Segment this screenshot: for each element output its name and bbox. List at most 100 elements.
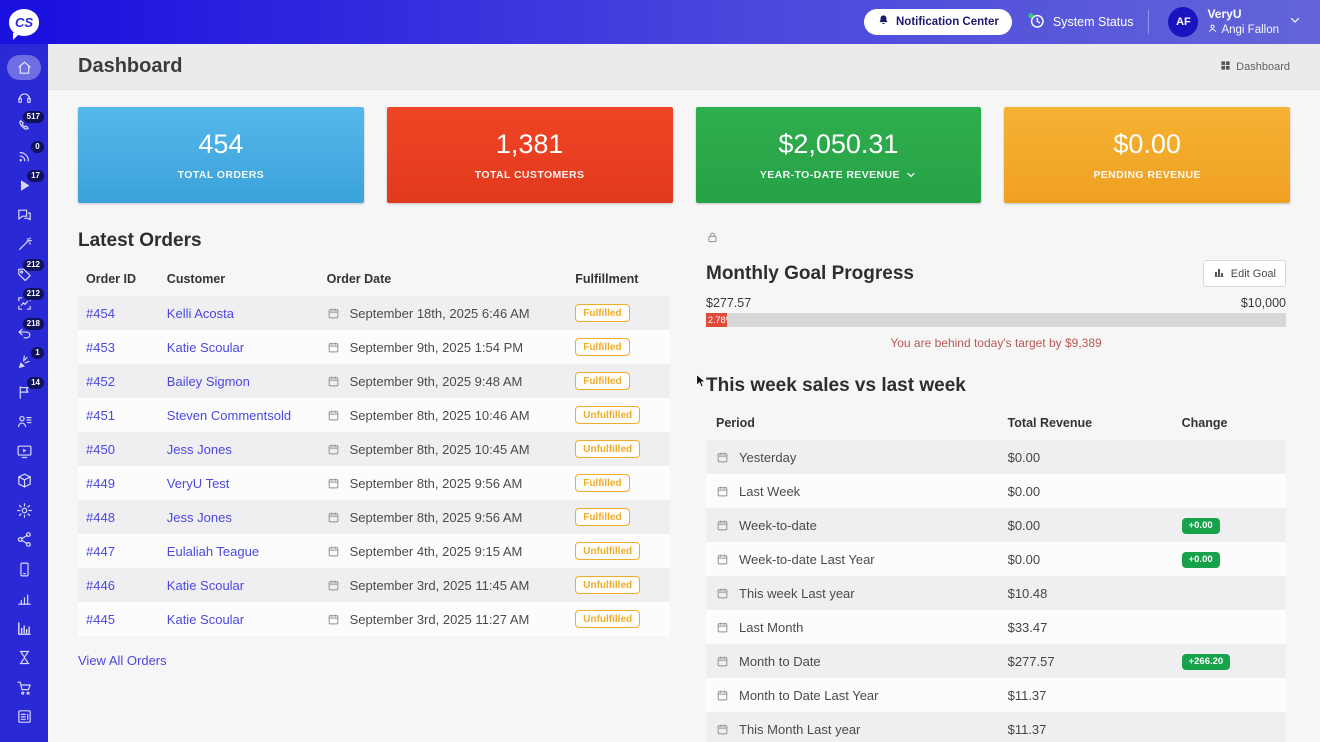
system-status-label: System Status xyxy=(1052,15,1134,29)
stat-card[interactable]: $0.00 PENDING REVENUE xyxy=(1004,107,1290,203)
person-icon xyxy=(1207,23,1218,37)
edit-goal-button[interactable]: Edit Goal xyxy=(1202,260,1286,287)
order-row[interactable]: #446 Katie Scoular September 3rd, 2025 1… xyxy=(78,568,670,602)
week-sales-table: Period Total Revenue Change Yesterday $0… xyxy=(706,409,1286,742)
bar-chart-icon xyxy=(1213,266,1225,281)
sidebar-item-broadcast[interactable]: 0 xyxy=(5,140,44,172)
app-logo[interactable]: CS xyxy=(0,0,48,44)
order-row[interactable]: #450 Jess Jones September 8th, 2025 10:4… xyxy=(78,432,670,466)
sidebar-item-cart[interactable] xyxy=(5,673,43,703)
sidebar-item-media[interactable] xyxy=(5,437,43,467)
sidebar-item-integrations[interactable] xyxy=(5,525,43,555)
calendar-icon xyxy=(716,689,729,702)
order-id-link[interactable]: #452 xyxy=(86,373,115,389)
order-date: September 8th, 2025 9:56 AM xyxy=(349,475,523,491)
change-badge: +0.00 xyxy=(1181,551,1220,568)
sidebar-item-returns[interactable]: 218 xyxy=(5,317,44,349)
people-list-icon xyxy=(16,413,33,430)
revenue-value: $11.37 xyxy=(1007,687,1047,703)
customer-link[interactable]: Kelli Acosta xyxy=(166,305,234,321)
sidebar-item-promotions[interactable]: 1 xyxy=(5,347,44,378)
customer-link[interactable]: Katie Scoular xyxy=(166,611,245,627)
goal-progress-bar: 2.78% xyxy=(706,313,1286,327)
order-row[interactable]: #448 Jess Jones September 8th, 2025 9:56… xyxy=(78,500,670,534)
customer-link[interactable]: Bailey Sigmon xyxy=(166,373,250,389)
view-all-orders-link[interactable]: View All Orders xyxy=(78,653,167,668)
home-icon xyxy=(16,59,33,76)
stat-card[interactable]: $2,050.31 YEAR-TO-DATE REVENUE xyxy=(695,107,982,203)
revenue-value: $0.00 xyxy=(1007,483,1041,499)
order-id-link[interactable]: #445 xyxy=(86,611,115,627)
sidebar-item-settings[interactable] xyxy=(5,496,43,526)
system-status-icon xyxy=(1027,11,1046,33)
order-row[interactable]: #449 VeryU Test September 8th, 2025 9:56… xyxy=(78,466,670,500)
customer-link[interactable]: Steven Commentsold xyxy=(166,407,292,423)
change-badge: +0.00 xyxy=(1181,517,1220,534)
calendar-icon xyxy=(716,553,729,566)
order-row[interactable]: #453 Katie Scoular September 9th, 2025 1… xyxy=(78,330,670,364)
sidebar-item-products[interactable] xyxy=(5,466,43,496)
order-id-link[interactable]: #447 xyxy=(86,543,115,559)
calendar-icon xyxy=(327,375,340,388)
order-id-link[interactable]: #451 xyxy=(86,407,115,423)
stat-value: 1,381 xyxy=(495,129,564,159)
order-row[interactable]: #454 Kelli Acosta September 18th, 2025 6… xyxy=(78,296,670,330)
sidebar-item-history[interactable] xyxy=(5,643,43,673)
order-id-link[interactable]: #446 xyxy=(86,577,115,593)
sales-row: This Month Last year $11.37 xyxy=(706,712,1286,742)
order-id-link[interactable]: #448 xyxy=(86,509,115,525)
customer-link[interactable]: Jess Jones xyxy=(166,441,232,457)
sidebar-item-calls[interactable]: 517 xyxy=(5,111,44,142)
order-id-link[interactable]: #449 xyxy=(86,475,115,491)
broadcast-icon xyxy=(16,148,33,165)
order-date: September 18th, 2025 6:46 AM xyxy=(349,305,530,321)
sidebar-badge: 17 xyxy=(27,170,44,182)
sidebar-item-home[interactable] xyxy=(5,53,43,83)
mobile-icon xyxy=(16,561,33,578)
order-row[interactable]: #451 Steven Commentsold September 8th, 2… xyxy=(78,398,670,432)
goal-title: Monthly Goal Progress xyxy=(706,262,914,284)
user-menu[interactable]: AF VeryU Angi Fallon xyxy=(1164,4,1306,40)
page-header: Dashboard Dashboard xyxy=(48,44,1320,90)
customer-link[interactable]: Katie Scoular xyxy=(166,339,245,355)
order-date: September 9th, 2025 9:48 AM xyxy=(349,373,523,389)
col-customer: Customer xyxy=(166,272,226,286)
customer-link[interactable]: Katie Scoular xyxy=(166,577,245,593)
col-total-revenue: Total Revenue xyxy=(1007,416,1093,430)
sidebar-item-orders[interactable]: 212 xyxy=(5,258,44,290)
sidebar-item-reports[interactable] xyxy=(5,614,43,644)
col-change: Change xyxy=(1181,416,1228,430)
wand-icon xyxy=(16,236,33,253)
sidebar-item-forms[interactable] xyxy=(5,702,43,732)
revenue-value: $33.47 xyxy=(1007,619,1048,635)
order-id-link[interactable]: #454 xyxy=(86,305,115,321)
stat-card[interactable]: 454 TOTAL ORDERS xyxy=(78,107,364,203)
hourglass-icon xyxy=(16,649,33,666)
breadcrumb[interactable]: Dashboard xyxy=(1220,60,1290,74)
revenue-value: $0.00 xyxy=(1007,551,1041,567)
stat-card[interactable]: 1,381 TOTAL CUSTOMERS xyxy=(386,107,673,203)
customer-link[interactable]: Eulaliah Teague xyxy=(166,543,260,559)
sidebar-item-customers[interactable] xyxy=(5,407,43,437)
order-id-link[interactable]: #453 xyxy=(86,339,115,355)
notification-center-button[interactable]: Notification Center xyxy=(863,9,1012,35)
sidebar-item-mobile-app[interactable] xyxy=(5,555,43,585)
sidebar-item-support[interactable] xyxy=(5,83,43,113)
order-id-link[interactable]: #450 xyxy=(86,441,115,457)
order-row[interactable]: #445 Katie Scoular September 3rd, 2025 1… xyxy=(78,602,670,636)
sidebar-item-analytics[interactable] xyxy=(5,584,43,614)
sidebar-item-scan[interactable]: 212 xyxy=(5,288,44,319)
sidebar-item-flags[interactable]: 14 xyxy=(5,376,44,408)
customer-link[interactable]: Jess Jones xyxy=(166,509,232,525)
system-status-button[interactable]: System Status xyxy=(1027,11,1134,33)
sidebar-item-chat[interactable] xyxy=(5,201,43,231)
order-date: September 4th, 2025 9:15 AM xyxy=(349,543,523,559)
sidebar-item-live[interactable]: 17 xyxy=(5,170,44,201)
sales-row: Week-to-date Last Year $0.00 +0.00 xyxy=(706,542,1286,576)
order-row[interactable]: #452 Bailey Sigmon September 9th, 2025 9… xyxy=(78,364,670,398)
chevron-down-icon[interactable] xyxy=(905,169,917,181)
order-row[interactable]: #447 Eulaliah Teague September 4th, 2025… xyxy=(78,534,670,568)
revenue-value: $11.37 xyxy=(1007,721,1047,737)
sidebar-item-automation[interactable] xyxy=(5,230,43,260)
customer-link[interactable]: VeryU Test xyxy=(166,475,230,491)
